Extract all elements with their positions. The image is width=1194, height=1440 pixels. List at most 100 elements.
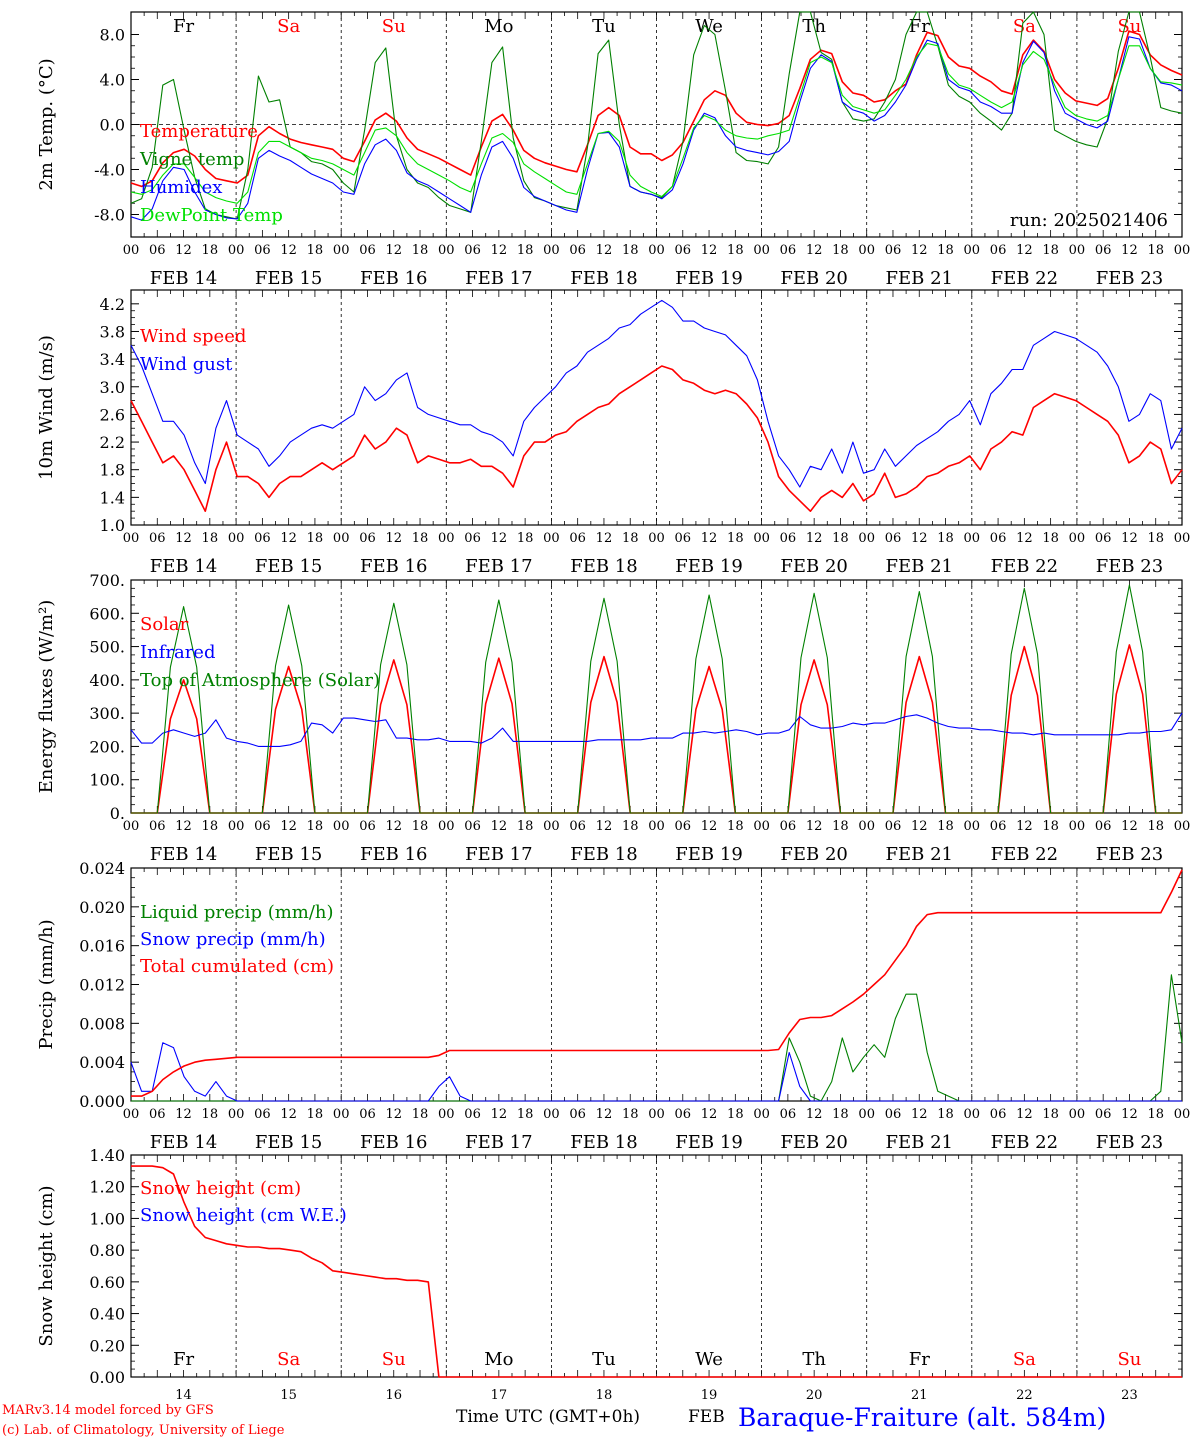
y-tick-label: 0.016	[79, 937, 125, 956]
x-hour-label: 00	[753, 819, 770, 834]
legend-entry: Vigne temp	[139, 149, 244, 170]
x-date-label: FEB 17	[465, 268, 532, 289]
x-hour-label: 00	[858, 243, 875, 258]
y-tick-label: 400.	[89, 671, 125, 690]
weekday-label: Su	[1117, 1349, 1141, 1370]
x-hour-label: 18	[832, 819, 849, 834]
legend-entry: Liquid precip (mm/h)	[140, 902, 334, 923]
series-line-wind-gust	[130, 299, 1183, 488]
x-hour-label: 18	[412, 1107, 429, 1122]
x-hour-label: 18	[1147, 819, 1164, 834]
x-hour-label: 12	[491, 819, 508, 834]
x-day-number: 16	[385, 1388, 402, 1403]
y-tick-label: 0.00	[89, 1368, 125, 1387]
legend-entry: Infrared	[140, 642, 215, 663]
x-date-label: FEB 21	[886, 556, 953, 577]
x-date-label: FEB 19	[675, 268, 742, 289]
x-hour-label: 00	[964, 531, 981, 546]
x-hour-label: 18	[832, 243, 849, 258]
x-hour-label: 06	[464, 819, 481, 834]
x-hour-label: 12	[175, 531, 192, 546]
x-hour-label: 06	[254, 531, 271, 546]
x-date-label: FEB 19	[675, 844, 742, 865]
weekday-label: Th	[802, 1349, 826, 1370]
x-hour-label: 12	[175, 1107, 192, 1122]
x-hour-label: 12	[280, 531, 297, 546]
x-hour-label: 06	[254, 1107, 271, 1122]
x-date-label: FEB 23	[1096, 1132, 1163, 1153]
legend-entry: Wind gust	[140, 354, 233, 375]
x-day-number: 19	[701, 1388, 718, 1403]
y-tick-label: 100.	[89, 771, 125, 790]
x-hour-label: 12	[911, 243, 928, 258]
x-hour-label: 18	[517, 243, 534, 258]
x-hour-label: 12	[596, 531, 613, 546]
x-hour-label: 06	[569, 243, 586, 258]
series-line-total-cumulated-cm-	[131, 869, 1183, 1097]
x-hour-label: 18	[937, 243, 954, 258]
x-hour-label: 06	[780, 1107, 797, 1122]
x-hour-label: 12	[491, 1107, 508, 1122]
x-hour-label: 06	[464, 1107, 481, 1122]
x-date-label: FEB 20	[780, 556, 847, 577]
x-hour-label: 18	[622, 1107, 639, 1122]
y-tick-label: 0.020	[79, 898, 125, 917]
weekday-label: Fr	[173, 1349, 194, 1370]
weekday-label: Mo	[484, 16, 513, 37]
y-tick-label: 1.8	[100, 461, 125, 480]
x-day-number: 18	[596, 1388, 613, 1403]
x-hour-label: 06	[1095, 243, 1112, 258]
x-day-number: 21	[911, 1388, 928, 1403]
panel-3: 0. 100. 200. 300. 400. 500. 600. 700. Energy flu…	[36, 571, 1190, 865]
y-tick-label: 0.008	[79, 1014, 125, 1033]
y-axis-title: Precip (mm/h)	[36, 919, 57, 1049]
x-hour-label: 18	[1042, 243, 1059, 258]
series-line-temperature	[130, 30, 1183, 188]
y-axis-title: 10m Wind (m/s)	[36, 335, 57, 480]
legend-entry: Total cumulated (cm)	[140, 956, 334, 977]
x-date-label: FEB 23	[1096, 844, 1163, 865]
y-tick-label: 1.0	[100, 516, 125, 535]
x-hour-label: 12	[1016, 819, 1033, 834]
x-hour-label: 18	[1147, 243, 1164, 258]
y-tick-label: 0.40	[89, 1305, 125, 1324]
x-hour-label: 12	[911, 531, 928, 546]
x-hour-label: 18	[307, 1107, 324, 1122]
x-hour-label: 06	[990, 819, 1007, 834]
x-hour-label: 18	[937, 1107, 954, 1122]
x-hour-label: 12	[701, 1107, 718, 1122]
y-tick-label: 4.0	[100, 71, 125, 90]
x-day-number: 20	[806, 1388, 823, 1403]
x-date-label: FEB 16	[360, 556, 427, 577]
x-hour-label: 12	[385, 531, 402, 546]
y-tick-label: 8.0	[100, 26, 125, 45]
x-hour-label: 12	[491, 243, 508, 258]
x-hour-label: 00	[438, 243, 455, 258]
x-hour-label: 00	[333, 1107, 350, 1122]
x-date-label: FEB 17	[465, 1132, 532, 1153]
x-hour-label: 18	[307, 819, 324, 834]
x-hour-label: 00	[543, 1107, 560, 1122]
legend-entry: Humidex	[140, 177, 222, 198]
x-hour-label: 18	[412, 243, 429, 258]
x-hour-label: 18	[727, 819, 744, 834]
station-title: Baraque-Fraiture (alt. 584m)	[738, 1403, 1106, 1432]
x-hour-label: 12	[1121, 531, 1138, 546]
weekday-label: Mo	[484, 1349, 513, 1370]
y-tick-label: 200.	[89, 737, 125, 756]
x-hour-label: 00	[858, 531, 875, 546]
x-hour-label: 00	[123, 819, 140, 834]
x-hour-label: 12	[701, 531, 718, 546]
x-hour-label: 06	[990, 531, 1007, 546]
x-hour-label: 06	[569, 1107, 586, 1122]
x-hour-label: 18	[937, 819, 954, 834]
x-hour-label: 00	[333, 243, 350, 258]
x-date-label: FEB 18	[570, 556, 637, 577]
weekday-label: We	[695, 1349, 723, 1370]
x-hour-label: 12	[385, 1107, 402, 1122]
weekday-label: Sa	[1013, 16, 1036, 37]
x-hour-label: 06	[990, 1107, 1007, 1122]
series-line-snow-precip-mm-h-	[130, 1042, 1182, 1102]
weekday-label: Su	[382, 16, 406, 37]
x-date-label: FEB 15	[255, 1132, 322, 1153]
